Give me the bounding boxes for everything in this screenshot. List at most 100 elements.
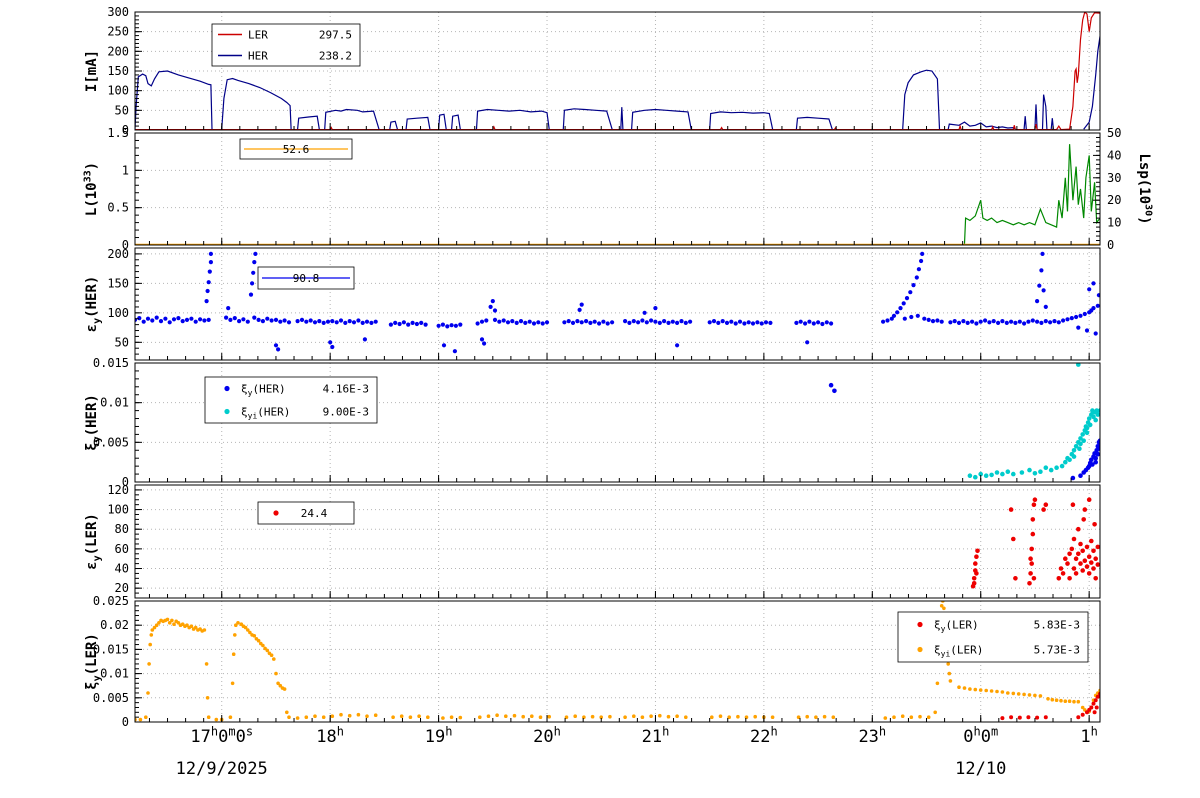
y-axis-xiy-ler xyxy=(135,600,142,723)
svg-text:0: 0 xyxy=(122,715,129,729)
series-luminosity xyxy=(135,144,1100,245)
legend-label: ξy(LER) xyxy=(934,619,979,634)
svg-text:100: 100 xyxy=(107,306,129,320)
grid xyxy=(135,133,1100,245)
legend-value: 5.83E-3 xyxy=(1034,619,1080,632)
x-ticks-xiy-her xyxy=(148,475,1090,482)
svg-text:300: 300 xyxy=(107,5,129,19)
svg-text:40: 40 xyxy=(115,562,129,576)
svg-text:0: 0 xyxy=(122,238,129,252)
panel-ey-her: 50 100 150 200 εy(HER) 90.8 xyxy=(84,247,1101,361)
x-tick-label: 19h xyxy=(425,725,453,747)
legend-value: 9.00E-3 xyxy=(323,406,369,419)
legend-label: HER xyxy=(248,50,268,63)
panel-xiy-her: 0 0.005 0.01 0.015 ξy(HER) ξy(HER) 4.16E-3 ξyi(… xyxy=(84,356,1101,489)
date-label: 12/10 xyxy=(955,759,1006,779)
svg-text:0.01: 0.01 xyxy=(100,396,129,410)
panel-ey-ler: 20 40 60 80 100 120 εy(LER) 24.4 xyxy=(84,483,1101,599)
svg-text:0.005: 0.005 xyxy=(93,435,129,449)
y2-axis-labels-luminosity: 0 10 20 30 40 50 xyxy=(1107,126,1121,252)
legend-ey-ler: 24.4 xyxy=(257,501,355,525)
y-axis-xiy-her xyxy=(135,362,142,483)
x-tick-label: 0h0m xyxy=(963,725,998,747)
svg-text:100: 100 xyxy=(107,84,129,98)
svg-text:60: 60 xyxy=(115,542,129,556)
y-axis-ey-her xyxy=(135,247,142,361)
x-ticks-ey-her xyxy=(148,353,1090,360)
legend-value: 297.5 xyxy=(319,29,352,42)
y-axis-title-ey-her: εy(HER) xyxy=(84,276,103,333)
legend-xiy-her: ξy(HER) 4.16E-3 ξyi(HER) 9.00E-3 xyxy=(204,376,378,424)
legend-value: 238.2 xyxy=(319,50,352,63)
svg-text:0.025: 0.025 xyxy=(93,594,129,608)
legend-label: ξyi(LER) xyxy=(934,644,983,659)
svg-text:80: 80 xyxy=(115,522,129,536)
x-tick-label: 1h xyxy=(1080,725,1097,747)
x-ticks-current xyxy=(148,123,1090,130)
svg-text:250: 250 xyxy=(107,25,129,39)
svg-text:1.5: 1.5 xyxy=(107,126,129,140)
x-axis-labels: 17h0m0s 18h 19h 20h 21h 22h 23h 0h0m 1h 12/9/2025… xyxy=(176,725,1098,779)
legend-value: 4.16E-3 xyxy=(323,383,369,396)
x-ticks-xiy-ler xyxy=(148,715,1090,722)
series-xiy-ler xyxy=(135,601,1100,722)
x-tick-label: 23h xyxy=(858,725,886,747)
y-axis-labels-ey-ler: 20 40 60 80 100 120 xyxy=(107,483,129,595)
svg-text:200: 200 xyxy=(107,247,129,261)
y-axis-labels-ey-her: 50 100 150 200 xyxy=(107,247,129,349)
x-tick-label: 22h xyxy=(750,725,778,747)
svg-text:50: 50 xyxy=(115,335,129,349)
y-axis-title-xiy-her: ξy(HER) xyxy=(84,394,103,451)
legend-current: LER 297.5 HER 238.2 xyxy=(211,23,361,67)
svg-text:0.01: 0.01 xyxy=(100,667,129,681)
legend-value: 52.6 xyxy=(283,143,310,156)
legend-label: ξyi(HER) xyxy=(241,406,290,421)
series-ey-ler xyxy=(970,497,1100,589)
x-tick-label: 17h0m0s xyxy=(190,725,253,747)
x-ticks-luminosity xyxy=(148,238,1090,245)
svg-text:50: 50 xyxy=(115,103,129,117)
y2-axis-title: Lsp(1030) xyxy=(1136,153,1153,224)
series-xiy-her xyxy=(828,363,1100,481)
svg-text:1: 1 xyxy=(122,163,129,177)
svg-text:0.005: 0.005 xyxy=(93,691,129,705)
svg-text:0.015: 0.015 xyxy=(93,642,129,656)
x-tick-label: 21h xyxy=(642,725,670,747)
legend-value: 90.8 xyxy=(293,272,320,285)
svg-text:20: 20 xyxy=(1107,193,1121,207)
panel-xiy-ler: 0 0.005 0.01 0.015 0.02 0.025 ξy(LER) ξy(LER) 5.… xyxy=(84,594,1101,729)
svg-text:100: 100 xyxy=(107,503,129,517)
grid xyxy=(135,248,1100,360)
panel-current: 0 50 100 150 200 250 300 I[mA] LER 297.5 HER 238.2 xyxy=(84,5,1101,137)
x-ticks-ey-ler xyxy=(148,591,1090,598)
svg-text:50: 50 xyxy=(1107,126,1121,140)
svg-text:0: 0 xyxy=(122,123,129,137)
svg-text:40: 40 xyxy=(1107,148,1121,162)
y-axis-labels-current: 0 50 100 150 200 250 300 xyxy=(107,5,129,137)
svg-text:120: 120 xyxy=(107,483,129,497)
y-axis-luminosity xyxy=(135,132,142,246)
y-axis-title-current: I[mA] xyxy=(84,50,100,92)
legend-value: 5.73E-3 xyxy=(1034,644,1080,657)
y-axis-title-ey-ler: εy(LER) xyxy=(84,513,103,570)
svg-text:200: 200 xyxy=(107,44,129,58)
y-axis-current xyxy=(135,11,142,131)
legend-luminosity: 52.6 xyxy=(239,138,353,160)
y-axis-labels-xiy-ler: 0 0.005 0.01 0.015 0.02 0.025 xyxy=(93,594,129,729)
y-axis-title-xiy-ler: ξy(LER) xyxy=(84,633,103,690)
y-axis-labels-luminosity: 0 0.5 1 1.5 xyxy=(107,126,129,252)
svg-text:0.015: 0.015 xyxy=(93,356,129,370)
x-tick-label: 20h xyxy=(533,725,561,747)
svg-text:0.5: 0.5 xyxy=(107,201,129,215)
x-tick-label: 18h xyxy=(316,725,344,747)
y-axis-title-luminosity: L(1033) xyxy=(83,162,100,216)
legend-label: ξy(HER) xyxy=(241,383,286,398)
svg-text:30: 30 xyxy=(1107,171,1121,185)
legend-ey-her: 90.8 xyxy=(257,266,355,290)
legend-value: 24.4 xyxy=(301,507,328,520)
svg-text:150: 150 xyxy=(107,276,129,290)
date-label: 12/9/2025 xyxy=(176,759,268,779)
